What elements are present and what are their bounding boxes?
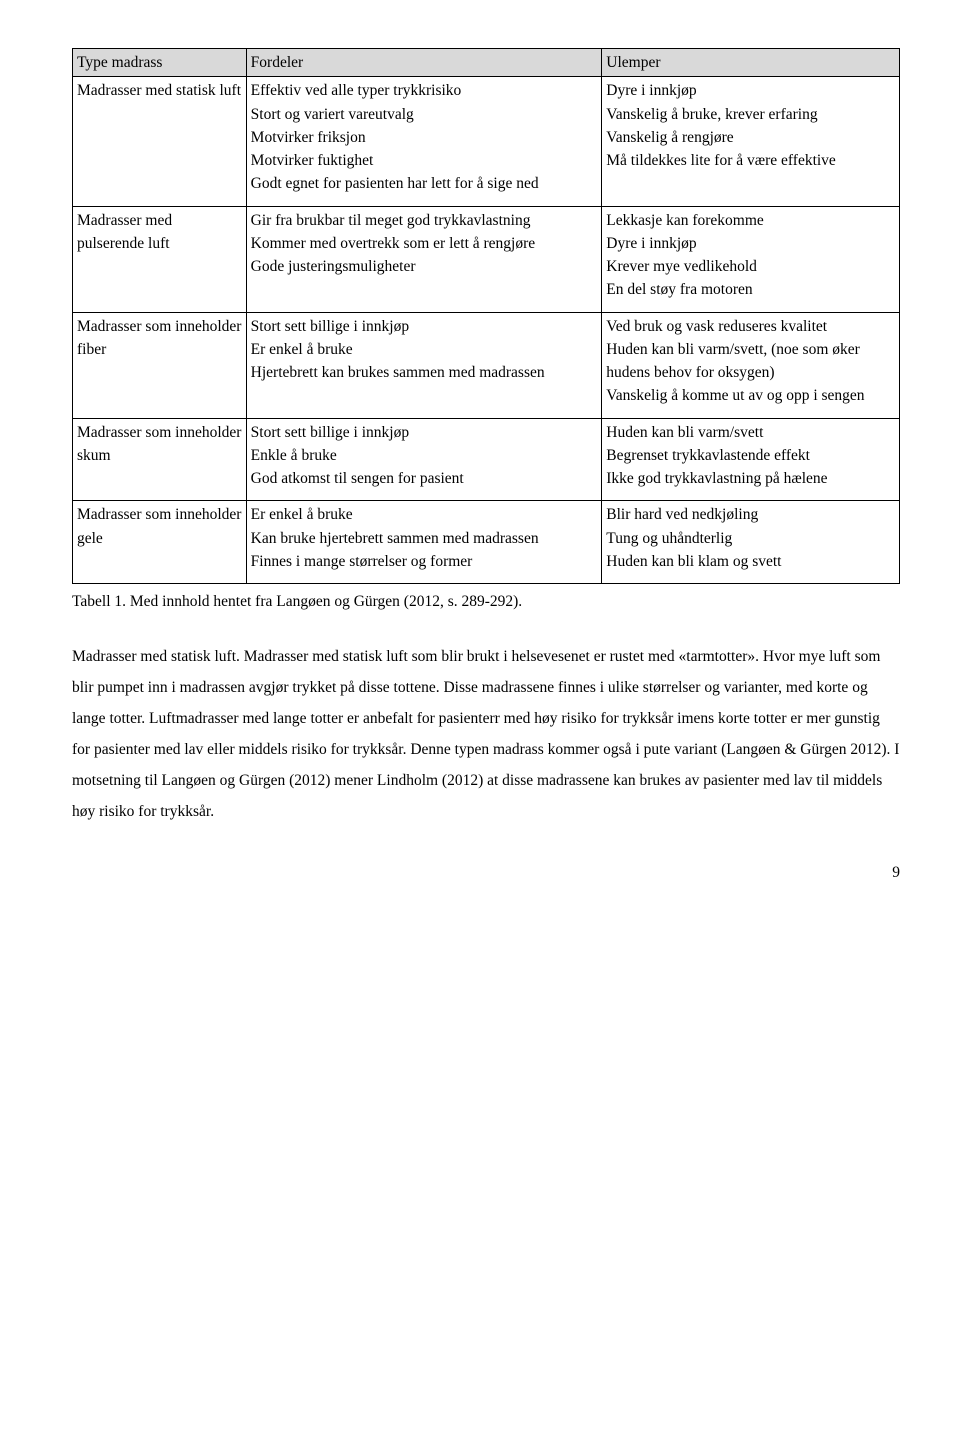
cell-fordeler: Gir fra brukbar til meget god trykkavlas… — [246, 206, 602, 312]
mattress-table: Type madrass Fordeler Ulemper Madrasser … — [72, 48, 900, 584]
body-paragraph: Madrasser med statisk luft. Madrasser me… — [72, 641, 900, 827]
cell-fordeler: Effektiv ved alle typer trykkrisiko Stor… — [246, 77, 602, 206]
table-row: Madrasser med pulserende luft Gir fra br… — [73, 206, 900, 312]
table-row: Madrasser som inneholder gele Er enkel å… — [73, 501, 900, 584]
cell-ulemper: Dyre i innkjøp Vanskelig å bruke, krever… — [602, 77, 900, 206]
table-row: Madrasser som inneholder fiber Stort set… — [73, 312, 900, 418]
col-header-ulemper: Ulemper — [602, 49, 900, 77]
cell-fordeler: Stort sett billige i innkjøp Er enkel å … — [246, 312, 602, 418]
cell-type: Madrasser som inneholder fiber — [73, 312, 247, 418]
table-row: Madrasser med statisk luft Effektiv ved … — [73, 77, 900, 206]
cell-ulemper: Huden kan bli varm/svett Begrenset trykk… — [602, 418, 900, 501]
cell-type: Madrasser med pulserende luft — [73, 206, 247, 312]
cell-ulemper: Blir hard ved nedkjøling Tung og uhåndte… — [602, 501, 900, 584]
cell-ulemper: Ved bruk og vask reduseres kvalitet Hude… — [602, 312, 900, 418]
cell-type: Madrasser som inneholder gele — [73, 501, 247, 584]
col-header-type: Type madrass — [73, 49, 247, 77]
table-caption: Tabell 1. Med innhold hentet fra Langøen… — [72, 590, 900, 613]
cell-type: Madrasser med statisk luft — [73, 77, 247, 206]
col-header-fordeler: Fordeler — [246, 49, 602, 77]
page-number: 9 — [72, 861, 900, 884]
cell-ulemper: Lekkasje kan forekomme Dyre i innkjøp Kr… — [602, 206, 900, 312]
table-row: Madrasser som inneholder skum Stort sett… — [73, 418, 900, 501]
cell-type: Madrasser som inneholder skum — [73, 418, 247, 501]
cell-fordeler: Stort sett billige i innkjøp Enkle å bru… — [246, 418, 602, 501]
cell-fordeler: Er enkel å bruke Kan bruke hjertebrett s… — [246, 501, 602, 584]
